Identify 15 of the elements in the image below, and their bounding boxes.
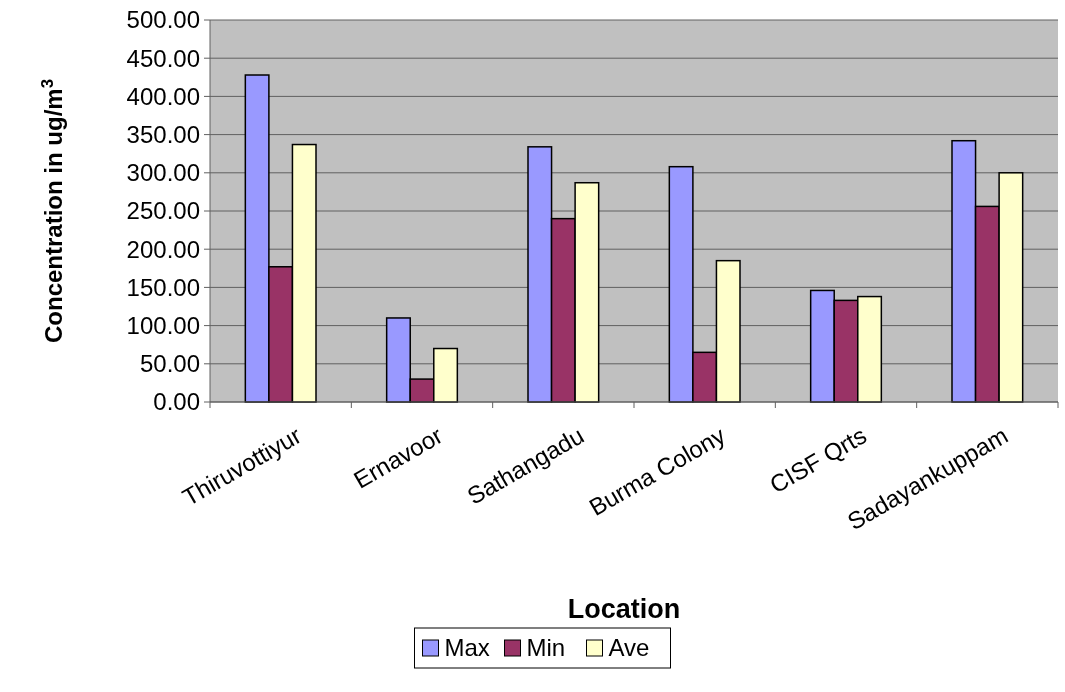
legend-label: Max xyxy=(444,634,490,662)
y-tick-label: 450.00 xyxy=(126,44,200,72)
y-tick-label: 250.00 xyxy=(126,197,200,225)
x-axis-title: Location xyxy=(567,594,681,624)
y-tick-label: 500.00 xyxy=(126,6,200,34)
legend-label: Min xyxy=(526,634,566,662)
y-tick-label: 200.00 xyxy=(126,235,200,263)
y-tick-label: 0.00 xyxy=(153,388,200,416)
y-tick-label: 50.00 xyxy=(139,350,200,378)
legend-label: Ave xyxy=(608,634,650,662)
y-tick-label: 400.00 xyxy=(126,82,200,110)
y-tick-label: 300.00 xyxy=(126,159,200,187)
y-tick-label: 350.00 xyxy=(126,121,200,148)
y-tick-label: 100.00 xyxy=(126,312,200,339)
y-tick-label: 150.00 xyxy=(126,273,200,301)
